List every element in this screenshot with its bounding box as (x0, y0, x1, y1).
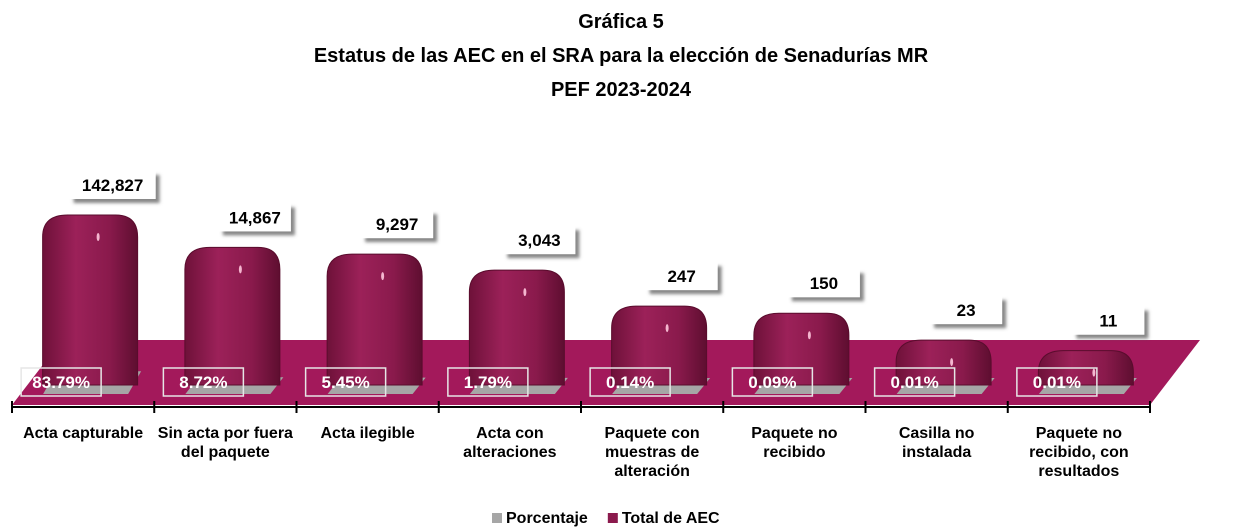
bar-highlight (665, 324, 669, 333)
total-label-box (69, 171, 156, 199)
total-bar (753, 312, 850, 386)
chart-title: PEF 2023-2024 (551, 79, 692, 101)
percent-label-box (20, 367, 102, 397)
total-label-box (930, 296, 1003, 325)
x-tick-label: Paquete no recibido (751, 425, 838, 461)
total-label: 150 (810, 274, 838, 293)
bar-highlight (1092, 368, 1096, 377)
total-label-box (787, 269, 860, 298)
bar-highlight (950, 358, 954, 367)
bar-highlight (381, 272, 385, 281)
total-label-box (503, 226, 576, 255)
total-label: 3,043 (518, 231, 561, 250)
total-label-box (645, 262, 718, 291)
percent-label-box (447, 367, 529, 397)
total-bar (326, 253, 423, 386)
total-label: 142,827 (82, 176, 143, 195)
percent-label: 0.09% (748, 373, 796, 392)
percent-label-box (1016, 367, 1098, 397)
legend-swatch (492, 513, 502, 523)
x-tick-label: Sin acta por fuera del paquete (157, 425, 293, 461)
x-tick-label: Acta capturable (23, 425, 144, 442)
bar-highlight (523, 288, 527, 297)
percent-label: 5.45% (322, 373, 370, 392)
total-label-box (361, 210, 434, 239)
x-tick-label: Paquete con muestras de alteración (604, 425, 700, 480)
total-bar (42, 214, 139, 386)
percent-label-box (304, 367, 387, 397)
legend-swatch (607, 513, 618, 523)
bar-highlight (807, 331, 811, 340)
percent-label: 83.79% (32, 373, 90, 392)
x-tick-label: Acta con alteraciones (463, 425, 557, 461)
total-label: 9,297 (376, 215, 419, 234)
percent-label-box (873, 367, 956, 397)
total-label: 247 (667, 267, 695, 286)
percent-label: 0.14% (606, 373, 654, 392)
total-label: 11 (1099, 312, 1117, 331)
total-label: 14,867 (229, 208, 281, 227)
percent-label: 0.01% (1033, 373, 1081, 392)
percent-label: 8.72% (179, 373, 227, 392)
legend-label: Porcentaje (506, 510, 588, 527)
total-bar (895, 339, 992, 386)
total-label-box (218, 203, 291, 232)
percent-label-box (589, 367, 671, 397)
chart-title: Estatus de las AEC en el SRA para la ele… (314, 45, 929, 67)
total-bar (611, 305, 708, 386)
legend-label: Total de AEC (622, 510, 720, 527)
chart-title: Gráfica 5 (578, 11, 664, 33)
percent-label-box (162, 367, 245, 397)
x-tick-label: Acta ilegible (320, 425, 415, 442)
x-tick-label: Casilla no instalada (898, 425, 975, 461)
total-label-box (1072, 306, 1145, 335)
total-label: 23 (957, 301, 976, 320)
bar-highlight (238, 265, 242, 274)
percent-label: 1.79% (464, 373, 512, 392)
x-tick-label: Paquete no recibido, con resultados (1029, 425, 1129, 480)
total-bar (468, 269, 565, 386)
bar-highlight (96, 233, 100, 241)
total-bar (184, 246, 281, 386)
percent-label: 0.01% (891, 373, 939, 392)
percent-label-box (731, 367, 814, 397)
